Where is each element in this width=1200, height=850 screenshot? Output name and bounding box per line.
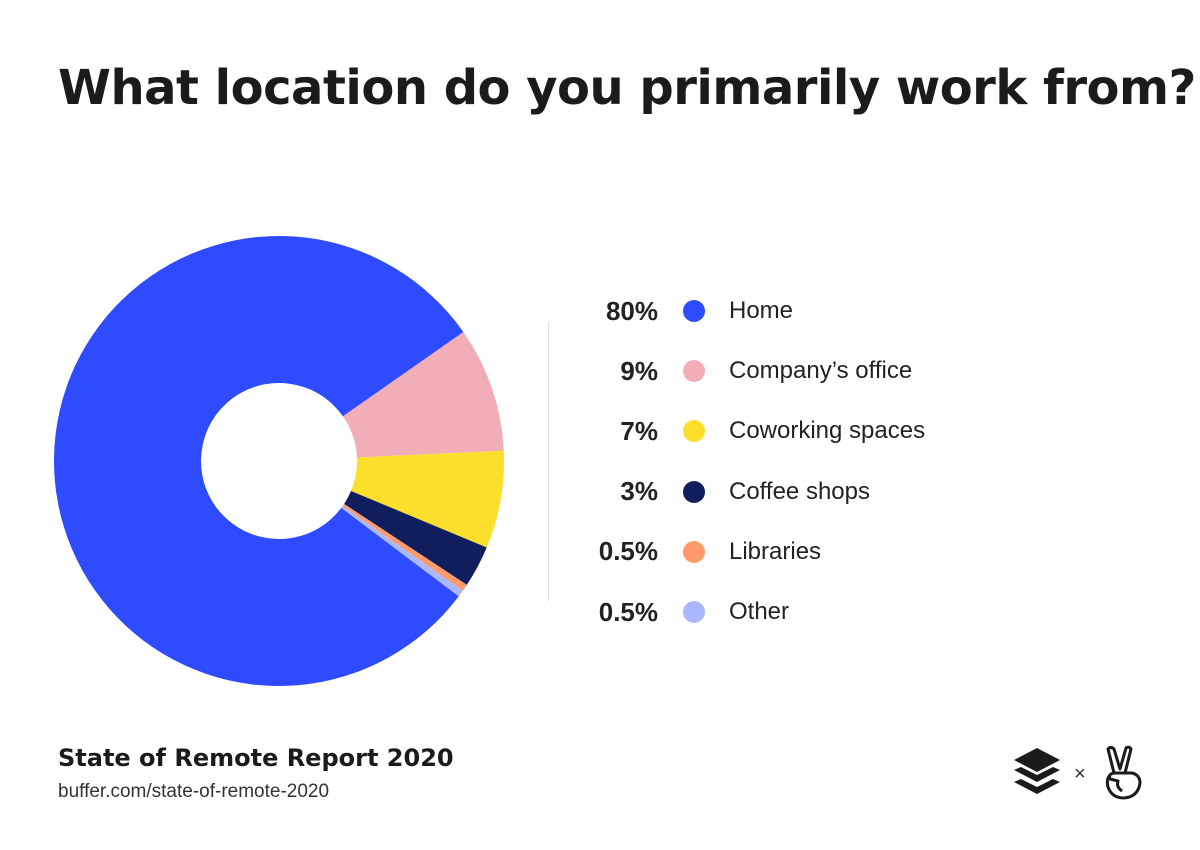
legend-label: Other xyxy=(729,598,790,625)
legend-item: 0.5% Libraries xyxy=(560,536,822,567)
legend-swatch xyxy=(683,540,705,563)
legend-label: Company’s office xyxy=(729,357,913,385)
donut-slice-other xyxy=(341,505,463,597)
legend-percent: 80% xyxy=(605,295,658,326)
legend-swatch xyxy=(683,420,705,443)
logo-separator: × xyxy=(1074,763,1086,785)
legend-percent: 9% xyxy=(620,355,658,386)
legend-item: 80% Home xyxy=(560,296,793,326)
source-title: State of Remote Report 2020 xyxy=(58,744,454,772)
legend-label: Home xyxy=(729,297,794,324)
legend-percent: 0.5% xyxy=(598,596,658,627)
legend-item: 7% Coworking spaces xyxy=(560,416,925,446)
source-url: buffer.com/state-of-remote-2020 xyxy=(58,781,330,802)
legend-percent: 3% xyxy=(620,476,658,507)
legend-label: Coffee shops xyxy=(729,477,870,505)
chart-title: What location do you primarily work from… xyxy=(58,60,1196,116)
legend-item: 3% Coffee shops xyxy=(560,476,870,507)
donut-chart xyxy=(53,236,504,687)
legend-item: 0.5% Other xyxy=(560,597,789,627)
logos: × xyxy=(1010,745,1150,810)
legend-label: Coworking spaces xyxy=(729,417,926,445)
angellist-logo xyxy=(1105,745,1142,800)
donut-slice-company-s-office xyxy=(342,331,504,458)
donut-slice-home xyxy=(53,236,464,687)
legend-percent: 0.5% xyxy=(598,536,658,567)
buffer-logo xyxy=(1014,748,1060,794)
donut-slice-coworking-spaces xyxy=(351,450,504,548)
legend-divider xyxy=(548,322,549,601)
legend-item: 9% Company’s office xyxy=(560,356,912,386)
donut-slice-libraries xyxy=(342,503,467,591)
legend-percent: 7% xyxy=(620,415,658,446)
legend-swatch xyxy=(683,480,705,503)
legend-label: Libraries xyxy=(729,537,822,565)
legend-swatch xyxy=(683,300,705,322)
donut-slice-coffee-shops xyxy=(344,490,487,585)
legend-swatch xyxy=(683,601,705,623)
legend-swatch xyxy=(683,360,705,383)
